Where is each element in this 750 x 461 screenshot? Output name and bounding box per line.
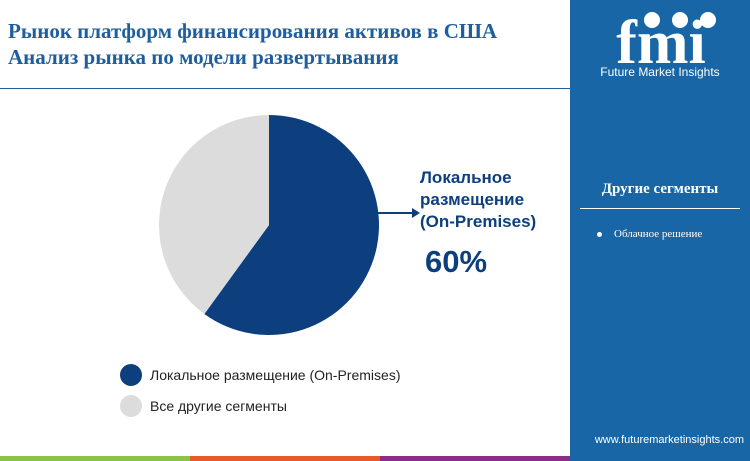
website-url: www.futuremarketinsights.com <box>594 434 744 446</box>
other-segments-heading: Другие сегменты <box>601 181 719 197</box>
arrow-icon <box>376 208 420 218</box>
pie-chart <box>159 115 380 335</box>
bullet-icon <box>597 231 602 237</box>
legend-swatch <box>120 364 142 386</box>
callout-value: 60% <box>425 244 488 279</box>
callout-line: размещение <box>420 190 525 209</box>
segments-divider <box>580 208 740 209</box>
legend-swatch <box>120 395 142 417</box>
title-line-1: Рынок платформ финансирования активов в … <box>8 19 498 43</box>
pie-slice <box>204 115 380 335</box>
chart-title: Рынок платформ финансирования активов в … <box>8 18 497 70</box>
callout-label: Локальное размещение (On-Premises) <box>420 167 536 233</box>
side-panel <box>570 0 750 461</box>
legend-item: Локальное размещение (On-Premises) <box>120 364 400 386</box>
footer-bar-orange <box>190 456 380 461</box>
legend-item: Все другие сегменты <box>120 395 287 417</box>
footer-bar-purple <box>380 456 570 461</box>
legend-label: Локальное размещение (On-Premises) <box>150 367 401 383</box>
fmi-logo: fmi <box>616 9 716 68</box>
footer-bar-green <box>0 456 190 461</box>
callout-line: (On-Premises) <box>420 212 537 231</box>
brand-name: Future Market Insights <box>600 65 720 79</box>
segment-label: Облачное решение <box>614 228 703 240</box>
legend-label: Все другие сегменты <box>150 398 287 414</box>
title-line-2: Анализ рынка по модели развертывания <box>8 45 399 69</box>
pie-slice <box>159 115 269 314</box>
segment-item: Облачное решение <box>597 228 702 240</box>
callout-line: Локальное <box>420 168 512 187</box>
svg-text:fmi: fmi <box>616 9 706 68</box>
title-divider <box>0 88 570 89</box>
